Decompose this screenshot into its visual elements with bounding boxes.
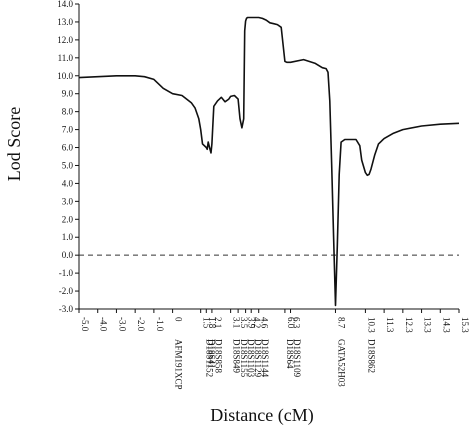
x-axis-title: Distance (cM): [210, 405, 313, 426]
x-tick-label: 3.1: [232, 317, 242, 328]
lod-score-line: [78, 16, 460, 307]
x-tick-label: 4.6: [260, 317, 270, 329]
x-tick-label: 8.7: [336, 317, 346, 329]
x-tick-label: 4.2: [252, 317, 262, 328]
y-tick-label: 4.0: [62, 178, 74, 188]
y-tick-label: 12.0: [57, 35, 73, 45]
marker-label: AFM191XCP: [174, 339, 184, 390]
x-tick-label: -1.0: [155, 317, 165, 332]
axes: [78, 4, 459, 310]
x-tick-label: 3.5: [239, 317, 249, 329]
y-tick-label: 10.0: [57, 71, 73, 81]
y-tick-label: 14.0: [57, 0, 73, 9]
x-tick-label: 10.3: [366, 317, 376, 333]
y-tick-label: 5.0: [62, 160, 74, 170]
marker-label: D18S1129: [253, 339, 263, 378]
marker-label: D18S1103: [246, 339, 256, 378]
x-tick-label: -4.0: [99, 317, 109, 332]
x-axis-ticks: -5.0 -4.0 -3.0 -2.0 -1.0 0 1.51.82.1 3.13.53.94…: [78, 309, 470, 333]
y-tick-label: 13.0: [57, 17, 73, 27]
x-tick-label: 0: [174, 317, 184, 322]
y-tick-label: 8.0: [62, 107, 74, 117]
y-tick-label: 1.0: [62, 232, 74, 242]
x-tick-label: 1.8: [207, 317, 217, 329]
x-tick-label: 6.0: [286, 317, 296, 329]
series-group: [78, 16, 460, 307]
marker-label: D18S849: [232, 339, 242, 374]
y-tick-label: -2.0: [59, 286, 74, 296]
y-axis-title: Lod Score: [4, 107, 24, 181]
marker-label: D18S41: [207, 339, 217, 369]
y-axis-ticks: -3.0 -2.0 -1.0 0.0 1.0 2.0 3.0 4.0 5.0 6.0 7.0 8.0 9…: [57, 0, 79, 314]
y-tick-label: 0.0: [62, 250, 74, 260]
marker-label: D18S1109: [292, 339, 302, 378]
marker-label: D18S64: [285, 339, 295, 369]
x-tick-label: 13.3: [423, 317, 433, 333]
y-tick-label: -3.0: [59, 304, 74, 314]
x-tick-label: -3.0: [117, 317, 127, 332]
y-tick-label: 6.0: [62, 143, 74, 153]
marker-label: D18S1152: [204, 339, 214, 377]
x-tick-label: 15.3: [460, 317, 470, 333]
y-tick-label: 7.0: [62, 125, 74, 135]
x-tick-label: 1.5: [202, 317, 212, 329]
x-tick-label: 14.3: [441, 317, 451, 333]
x-tick-label: 12.3: [404, 317, 414, 333]
x-tick-label: -2.0: [136, 317, 146, 332]
x-tick-label: 6.3: [292, 317, 302, 329]
x-tick-label: 2.1: [213, 317, 223, 328]
marker-label: D18S858: [214, 339, 224, 374]
y-tick-label: 2.0: [62, 214, 74, 224]
marker-label: GATA52H03: [336, 339, 346, 387]
marker-label: D18S1155: [239, 339, 249, 378]
y-tick-label: -1.0: [59, 268, 74, 278]
x-tick-label: 11.3: [385, 317, 395, 333]
y-tick-label: 11.0: [58, 53, 74, 63]
marker-label: D18S1144: [260, 339, 270, 378]
y-tick-label: 9.0: [62, 89, 74, 99]
y-tick-label: 3.0: [62, 196, 74, 206]
x-tick-label: 3.9: [247, 317, 257, 329]
x-tick-label: -5.0: [80, 317, 90, 332]
marker-label: D18S862: [366, 339, 376, 373]
